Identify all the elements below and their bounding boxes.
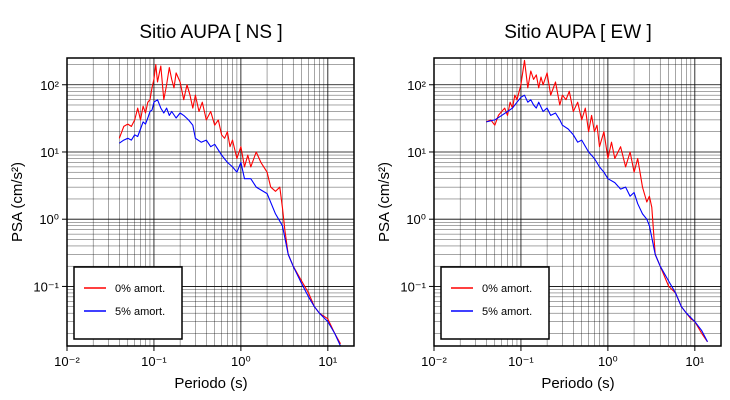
x-tick-label: 10¹ xyxy=(318,354,337,369)
y-tick-label: 10¹ xyxy=(40,145,59,160)
series-line-undamped xyxy=(118,63,341,345)
chart-title: Sitio AUPA [ NS ] xyxy=(139,22,282,43)
panel-ew: Sitio AUPA [ EW ] Periodo (s) PSA (cm/s²… xyxy=(376,22,722,392)
plot-frame xyxy=(66,57,355,347)
chart-title: Sitio AUPA [ EW ] xyxy=(504,22,651,43)
ticks: 10⁻² 10⁻¹ 10⁰ 10¹ 10⁻¹ 10⁰ 10¹ 10² xyxy=(33,78,338,369)
y-tick-label: 10⁻¹ xyxy=(33,279,59,294)
legend-label-undamped: 0% amort. xyxy=(482,283,532,295)
x-tick-label: 10⁻¹ xyxy=(141,354,167,369)
series-line-damped xyxy=(486,94,708,343)
legend-label-undamped: 0% amort. xyxy=(115,283,165,295)
panel-ns: Sitio AUPA [ NS ] Periodo (s) PSA (cm/s²… xyxy=(9,22,355,392)
y-tick-label: 10⁻¹ xyxy=(400,279,426,294)
series-group xyxy=(118,63,341,347)
x-tick-label: 10⁻¹ xyxy=(508,354,534,369)
series-group xyxy=(486,59,708,343)
x-tick-label: 10⁻² xyxy=(54,354,80,369)
legend-box xyxy=(73,266,183,340)
x-tick-label: 10⁰ xyxy=(598,354,618,369)
grid xyxy=(66,58,355,346)
series-line-undamped xyxy=(486,59,708,343)
ticks: 10⁻² 10⁻¹ 10⁰ 10¹ 10⁻¹ 10⁰ 10¹ 10² xyxy=(400,78,705,369)
y-tick-label: 10¹ xyxy=(407,145,426,160)
grid xyxy=(433,58,722,346)
x-axis-label: Periodo (s) xyxy=(541,375,614,392)
y-axis-label: PSA (cm/s²) xyxy=(9,162,26,242)
legend: 0% amort. 5% amort. xyxy=(440,266,550,340)
x-tick-label: 10⁻² xyxy=(421,354,447,369)
y-tick-label: 10² xyxy=(407,78,426,93)
x-axis-label: Periodo (s) xyxy=(174,375,247,392)
legend: 0% amort. 5% amort. xyxy=(73,266,183,340)
legend-label-damped: 5% amort. xyxy=(115,306,165,318)
legend-box xyxy=(440,266,550,340)
y-tick-label: 10⁰ xyxy=(406,212,426,227)
y-tick-label: 10² xyxy=(40,78,59,93)
legend-label-damped: 5% amort. xyxy=(482,306,532,318)
y-axis-label: PSA (cm/s²) xyxy=(376,162,393,242)
x-tick-label: 10⁰ xyxy=(231,354,251,369)
x-tick-label: 10¹ xyxy=(685,354,704,369)
series-line-damped xyxy=(118,99,341,347)
plot-frame xyxy=(433,57,722,347)
y-tick-label: 10⁰ xyxy=(39,212,59,227)
